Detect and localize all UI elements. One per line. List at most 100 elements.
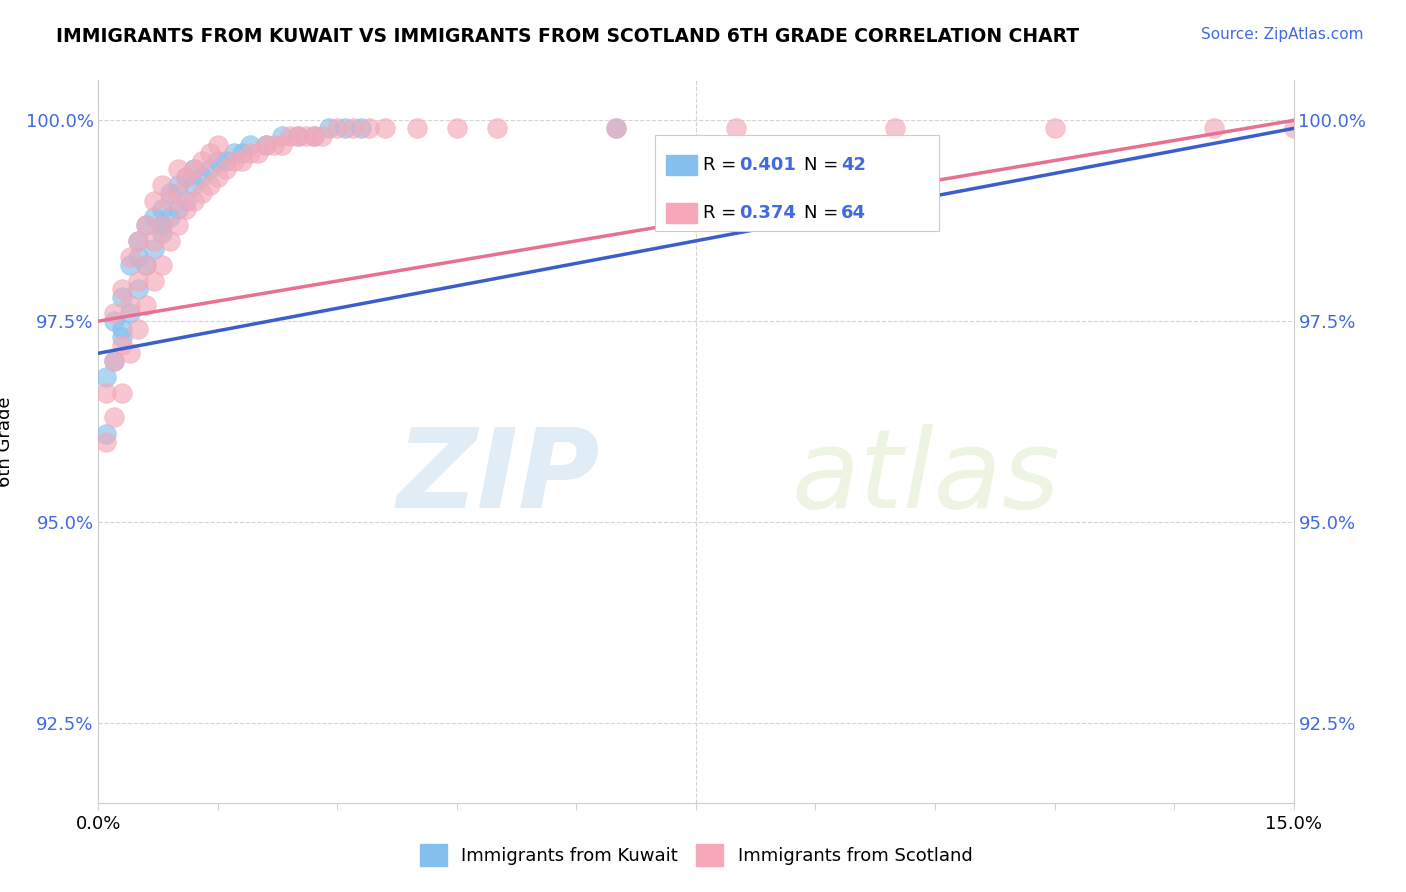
Point: [127, 250, 149, 264]
Point: [96, 370, 118, 384]
Point: [198, 145, 221, 160]
Point: [485, 121, 508, 136]
Point: [254, 137, 277, 152]
Point: [127, 234, 149, 248]
Point: [231, 145, 253, 160]
Point: [294, 129, 316, 144]
Point: [96, 434, 118, 449]
Point: [127, 234, 149, 248]
Point: [159, 210, 181, 224]
Point: [198, 178, 221, 192]
Point: [254, 137, 277, 152]
Point: [111, 290, 134, 304]
Point: [103, 314, 125, 328]
Point: [359, 121, 381, 136]
Text: atlas: atlas: [792, 425, 1060, 531]
Point: [135, 218, 157, 232]
Point: [215, 161, 238, 176]
Point: [350, 121, 373, 136]
Point: [143, 274, 166, 288]
Point: [174, 169, 197, 184]
Point: [143, 234, 166, 248]
Text: R =: R =: [703, 156, 742, 174]
Point: [287, 129, 309, 144]
Point: [239, 137, 262, 152]
Point: [167, 178, 190, 192]
Text: 42: 42: [841, 156, 866, 174]
Point: [96, 386, 118, 401]
Point: [191, 186, 214, 200]
Text: IMMIGRANTS FROM KUWAIT VS IMMIGRANTS FROM SCOTLAND 6TH GRADE CORRELATION CHART: IMMIGRANTS FROM KUWAIT VS IMMIGRANTS FRO…: [56, 27, 1080, 45]
Point: [111, 386, 134, 401]
Text: N =: N =: [804, 204, 844, 222]
Point: [111, 322, 134, 336]
Point: [103, 354, 125, 368]
Point: [167, 202, 190, 216]
Point: [120, 346, 142, 360]
Point: [222, 153, 245, 168]
Point: [302, 129, 325, 144]
Point: [406, 121, 429, 136]
Text: 64: 64: [841, 204, 866, 222]
Point: [183, 178, 205, 192]
Point: [270, 137, 292, 152]
Point: [318, 121, 340, 136]
Point: [135, 258, 157, 272]
Point: [183, 161, 205, 176]
Point: [207, 137, 229, 152]
Point: [159, 194, 181, 208]
Point: [143, 194, 166, 208]
Text: ZIP: ZIP: [396, 425, 600, 531]
Point: [120, 306, 142, 320]
Point: [143, 242, 166, 256]
Point: [191, 153, 214, 168]
Y-axis label: 6th Grade: 6th Grade: [0, 396, 14, 487]
Point: [135, 218, 157, 232]
Point: [884, 121, 907, 136]
Point: [103, 306, 125, 320]
Point: [246, 145, 269, 160]
Point: [326, 121, 349, 136]
Point: [150, 218, 173, 232]
Text: R =: R =: [703, 204, 742, 222]
Point: [111, 282, 134, 296]
Text: N =: N =: [804, 156, 844, 174]
Point: [174, 194, 197, 208]
Text: 0.401: 0.401: [740, 156, 796, 174]
Point: [446, 121, 468, 136]
Point: [215, 153, 238, 168]
Point: [96, 426, 118, 441]
Point: [167, 161, 190, 176]
Point: [150, 202, 173, 216]
Point: [207, 169, 229, 184]
Point: [135, 298, 157, 312]
Point: [263, 137, 285, 152]
Legend: Immigrants from Kuwait, Immigrants from Scotland: Immigrants from Kuwait, Immigrants from …: [412, 837, 980, 873]
Point: [278, 129, 301, 144]
Point: [311, 129, 333, 144]
Point: [239, 145, 262, 160]
Point: [1202, 121, 1225, 136]
Point: [159, 234, 181, 248]
Point: [167, 218, 190, 232]
Point: [111, 330, 134, 344]
Point: [724, 121, 747, 136]
Point: [302, 129, 325, 144]
Point: [103, 354, 125, 368]
Point: [174, 169, 197, 184]
Point: [287, 129, 309, 144]
Point: [222, 145, 245, 160]
Point: [111, 338, 134, 352]
Point: [174, 202, 197, 216]
Point: [198, 161, 221, 176]
Point: [231, 153, 253, 168]
Point: [120, 298, 142, 312]
Point: [191, 169, 214, 184]
Point: [127, 282, 149, 296]
Text: 0.374: 0.374: [740, 204, 796, 222]
Point: [335, 121, 357, 136]
Point: [150, 218, 173, 232]
Point: [127, 322, 149, 336]
Point: [1043, 121, 1066, 136]
Point: [150, 178, 173, 192]
